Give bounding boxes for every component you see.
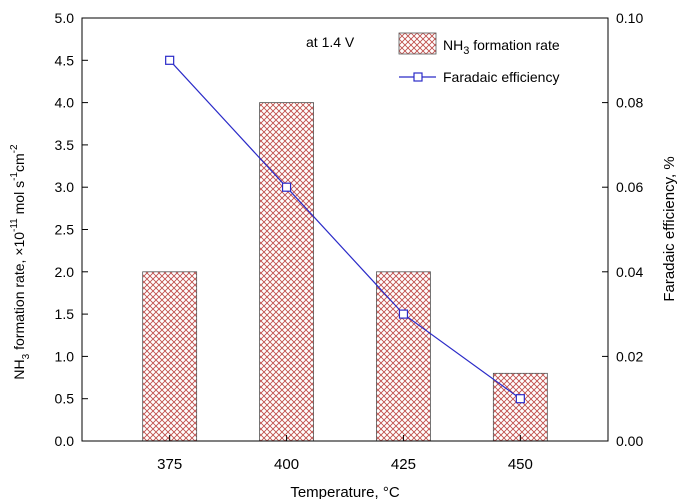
y-right-tick-label: 0.06 xyxy=(616,179,643,195)
bar-400 xyxy=(259,102,314,442)
y-left-tick-label: 4.0 xyxy=(55,95,75,111)
x-tick-label: 375 xyxy=(157,456,182,473)
legend-label-bar: NH3 formation rate xyxy=(443,37,560,57)
faradaic-point-450 xyxy=(515,394,525,404)
bar-group xyxy=(142,102,548,442)
y-left-tick-label: 0.0 xyxy=(55,433,75,449)
legend-swatch-bar xyxy=(398,32,437,55)
y-left-tick-label: 1.0 xyxy=(55,348,75,364)
y-left-tick-label: 5.0 xyxy=(55,10,75,26)
y-right-tick-label: 0.08 xyxy=(616,95,643,111)
legend: NH3 formation rate Faradaic efficiency xyxy=(398,32,560,85)
y-axis-label-right: Faradaic efficiency, % xyxy=(661,156,678,301)
x-tick-label: 400 xyxy=(274,456,299,473)
faradaic-point-375 xyxy=(165,55,175,65)
line-series-group xyxy=(165,55,525,404)
legend-label-line: Faradaic efficiency xyxy=(443,69,559,85)
y-left-tick-label: 1.5 xyxy=(55,306,75,322)
faradaic-efficiency-line xyxy=(169,59,521,400)
x-tick-label: 425 xyxy=(391,456,416,473)
x-axis-label: Temperature, °C xyxy=(290,484,400,499)
y-right-tick-label: 0.02 xyxy=(616,348,643,364)
y-left-tick-label: 4.5 xyxy=(55,52,75,68)
faradaic-point-425 xyxy=(398,309,409,319)
y-right-tick-label: 0.00 xyxy=(616,433,643,449)
y-right-tick-label: 0.10 xyxy=(616,10,643,26)
bar-425 xyxy=(376,271,431,442)
faradaic-point-400 xyxy=(281,182,292,192)
bar-375 xyxy=(142,271,198,442)
y-left-tick-label: 0.5 xyxy=(55,391,75,407)
y-left-tick-label: 3.5 xyxy=(55,137,75,153)
y-left-tick-label: 2.5 xyxy=(55,222,75,238)
x-tick-label: 450 xyxy=(508,456,533,473)
legend-swatch-marker xyxy=(413,72,423,82)
bar-450 xyxy=(492,372,548,442)
axis-ticks: 0.0 0.5 1.0 1.5 2.0 2.5 3.0 3.5 4.0 4.5 5.0 0.00 0.0… xyxy=(55,10,644,473)
y-right-tick-label: 0.04 xyxy=(616,264,643,280)
y-axis-label-left: NH3 formation rate, ×10-11 mol s-1cm-2 xyxy=(9,144,32,380)
y-left-tick-label: 3.0 xyxy=(55,179,75,195)
y-left-tick-label: 2.0 xyxy=(55,264,75,280)
annotation: at 1.4 V xyxy=(306,34,355,50)
